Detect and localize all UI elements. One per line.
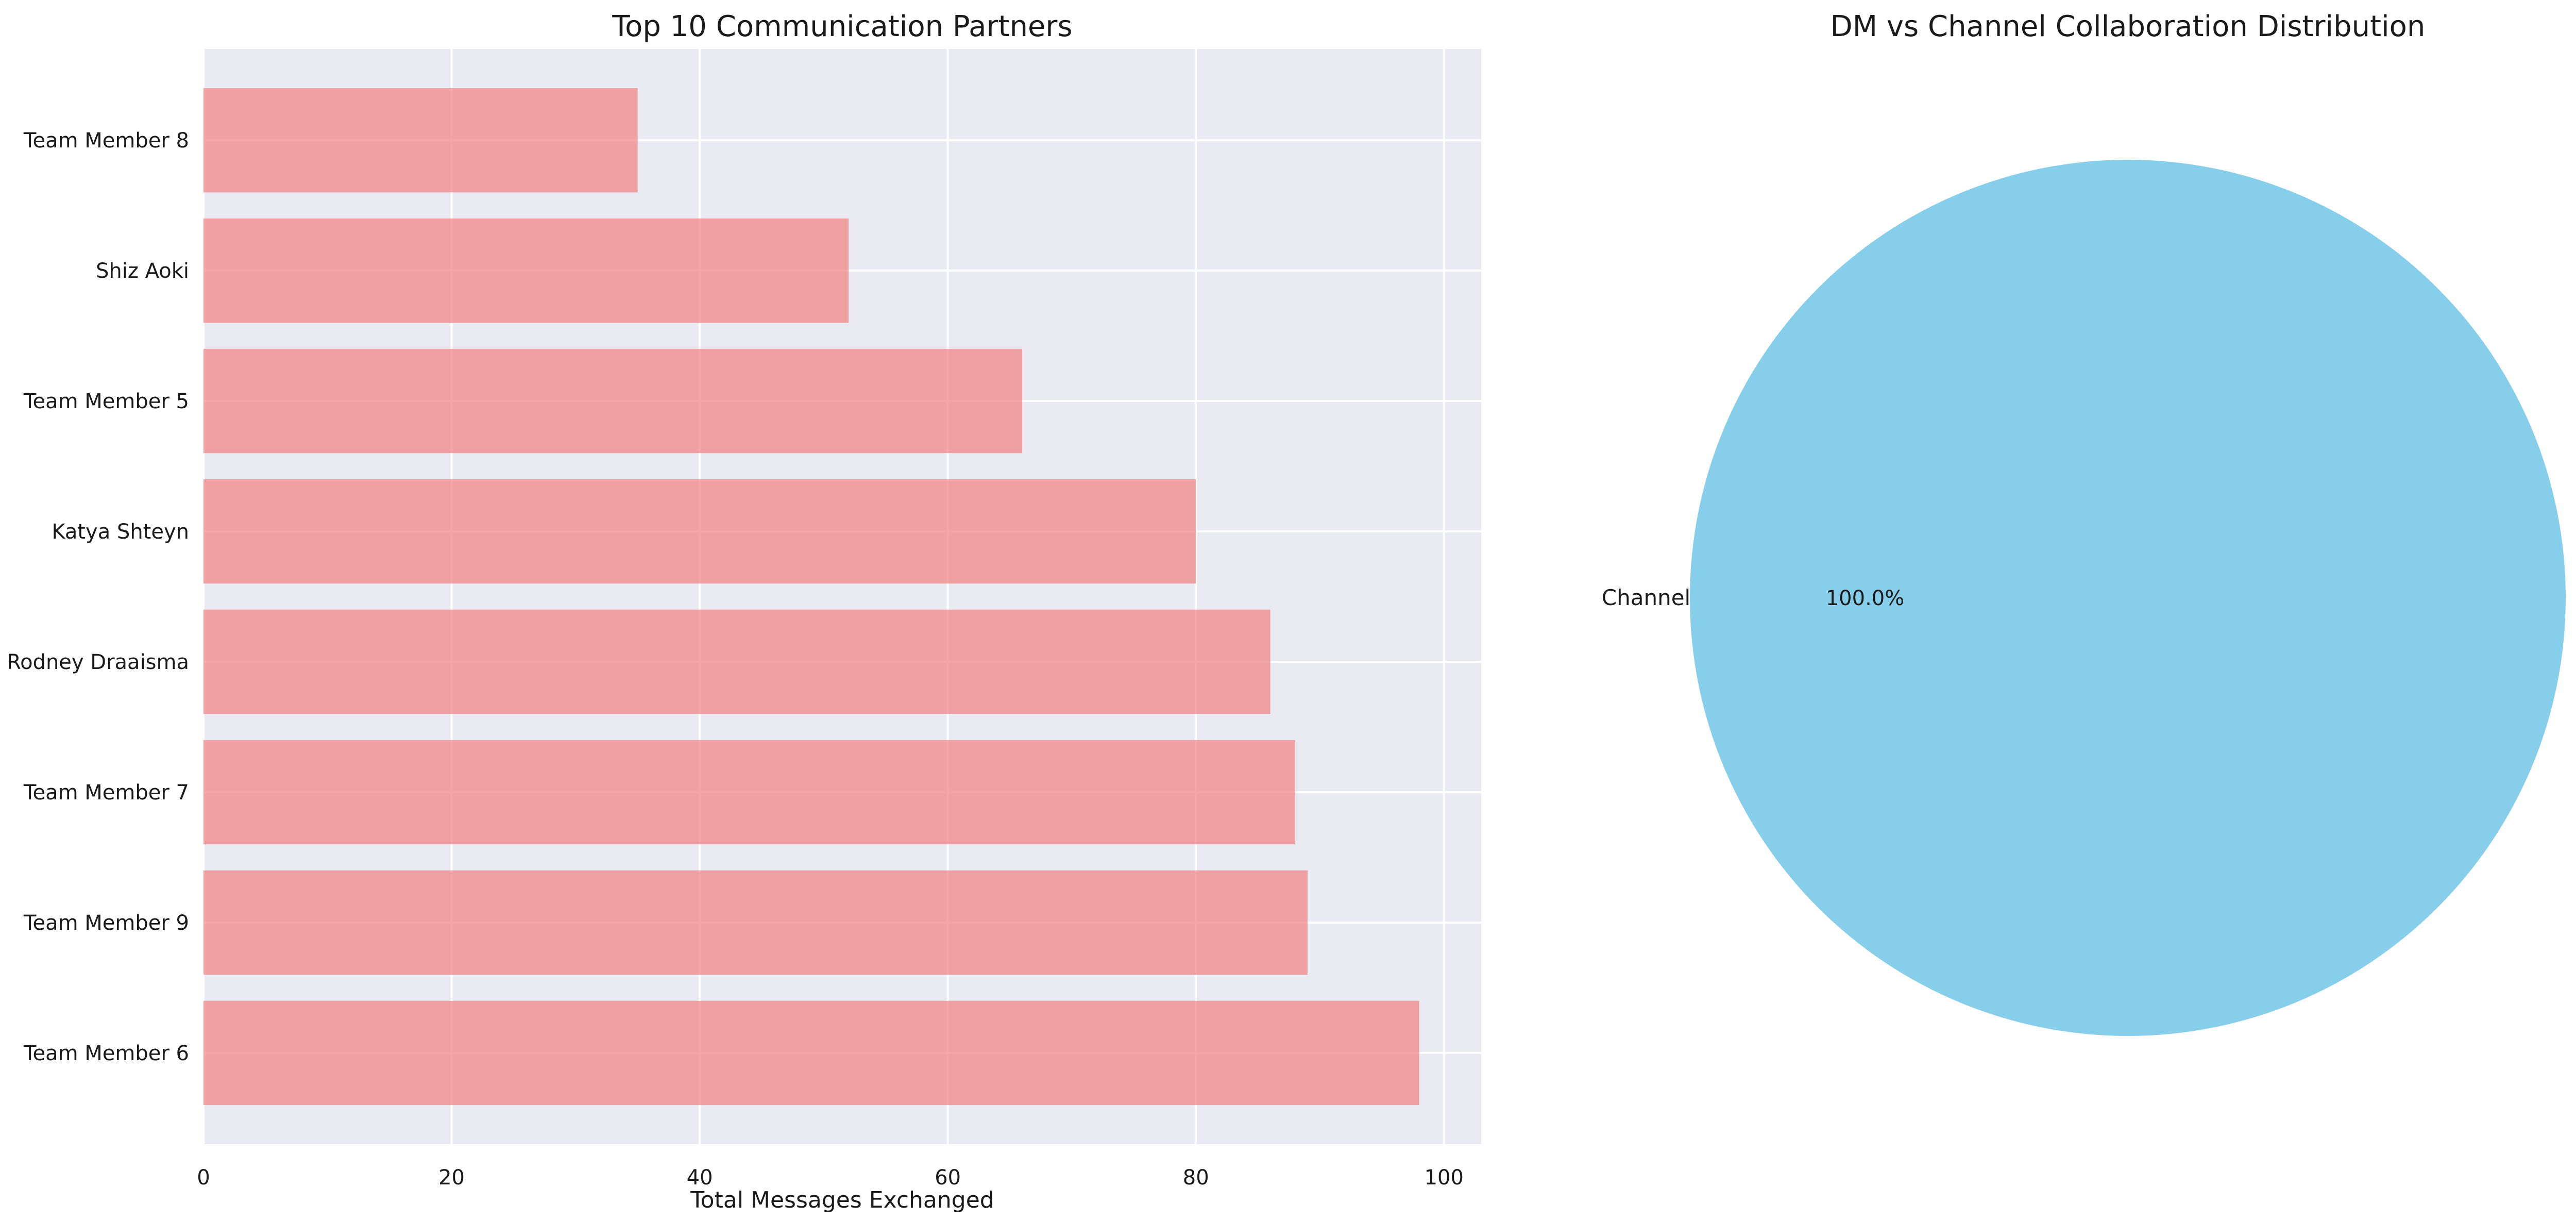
x-tick-label: 0 [197,1166,210,1190]
pie-percent-label: 100.0% [1826,587,1905,610]
bar-plot-area [204,49,1481,1144]
bar [204,609,1270,714]
bar [204,348,1023,454]
bar [204,218,849,323]
x-tick-label: 40 [687,1166,713,1190]
bar-x-tick-labels: 0 20 40 60 80 100 [197,1166,1464,1190]
y-tick-label: Team Member 6 [23,1042,189,1065]
bar [204,1000,1419,1106]
pie-marks: 100.0% Channel [1602,160,2566,1036]
x-tick-label: 20 [438,1166,465,1190]
bar-y-tick-labels: Team Member 6 Team Member 9 Team Member 7 R… [7,129,189,1065]
y-tick-label: Team Member 7 [23,781,189,805]
bar [204,88,638,193]
pie-slice-label: Channel [1602,585,1690,610]
pie-chart: 100.0% Channel DM vs Channel Collaboratio… [1602,10,2566,1036]
x-tick-label: 80 [1183,1166,1209,1190]
bar [204,479,1196,584]
bar-marks [204,88,1419,1106]
y-tick-label: Katya Shteyn [52,520,189,544]
pie-chart-title: DM vs Channel Collaboration Distribution [1831,10,2426,43]
y-tick-label: Team Member 8 [23,129,189,153]
y-tick-label: Shiz Aoki [96,259,189,283]
y-tick-label: Team Member 5 [23,390,189,413]
y-tick-label: Rodney Draaisma [7,650,189,674]
bar [204,870,1308,975]
bar-chart-title: Top 10 Communication Partners [612,10,1072,43]
bar-x-axis-label: Total Messages Exchanged [690,1187,994,1213]
bar [204,740,1295,845]
bar-chart: Team Member 6 Team Member 9 Team Member 7 R… [7,10,1481,1213]
x-tick-label: 60 [935,1166,961,1190]
x-tick-label: 100 [1425,1166,1464,1190]
y-tick-label: Team Member 9 [23,911,189,935]
pie-slice [1690,160,2566,1036]
